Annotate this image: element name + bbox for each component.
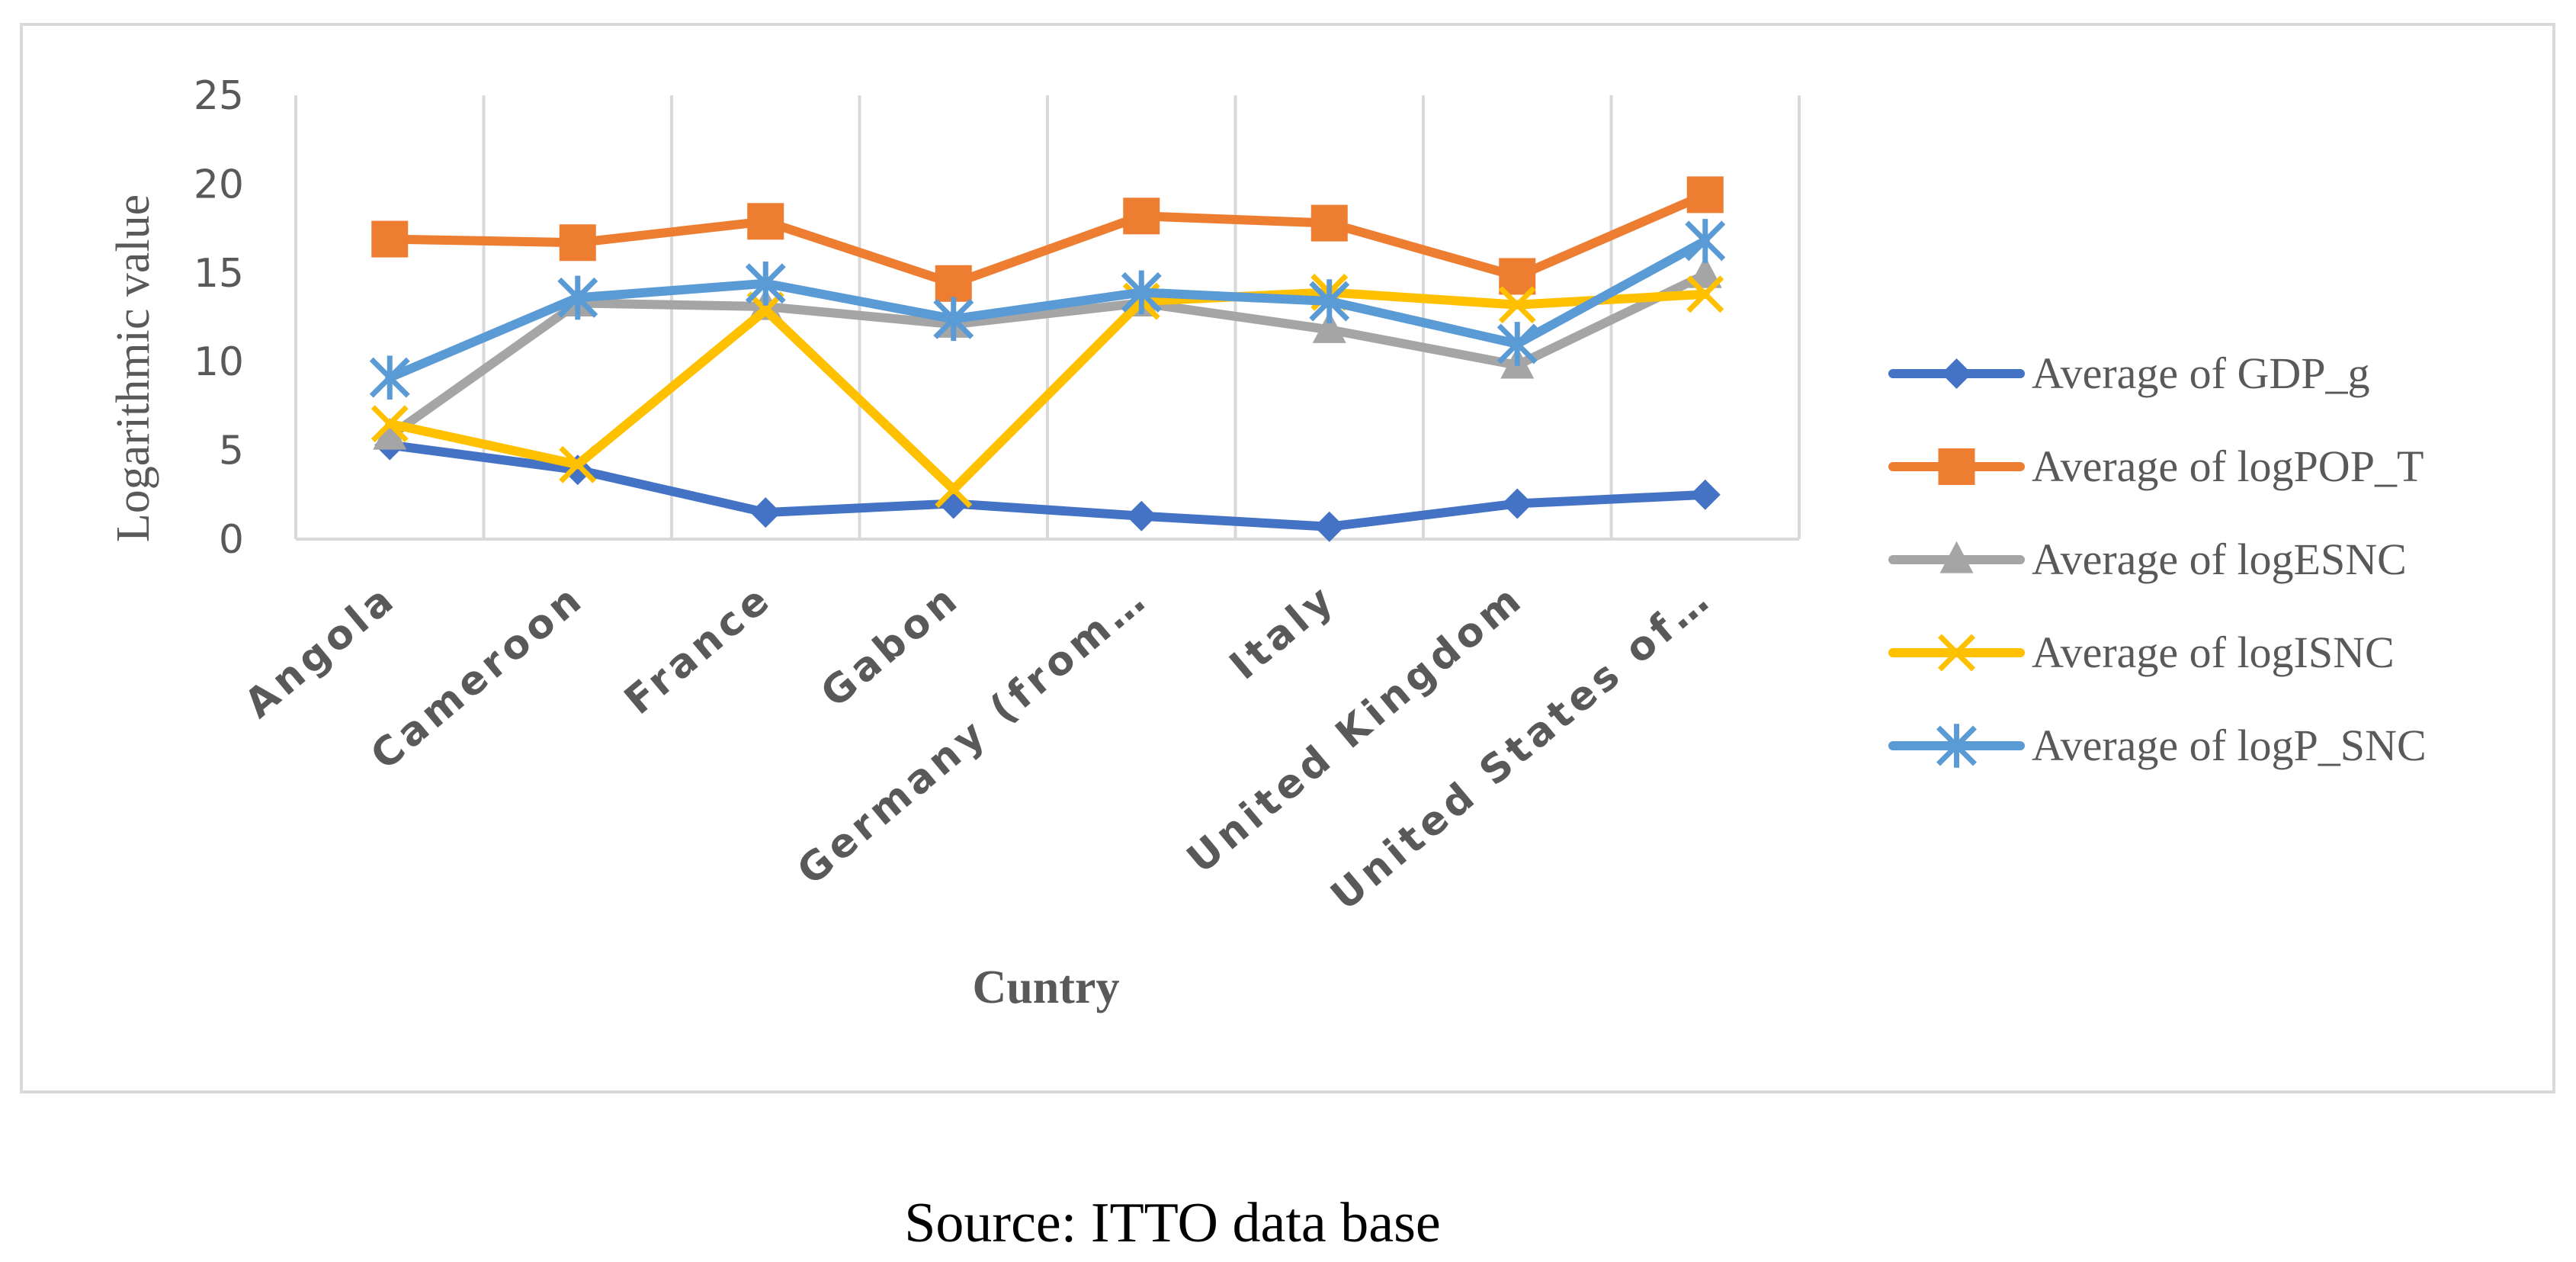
y-tick-label: 5 <box>219 429 244 474</box>
marker-square <box>371 220 409 258</box>
y-tick-label: 25 <box>194 73 244 119</box>
chart-frame <box>20 23 2555 1093</box>
source-note: Source: ITTO data base <box>904 1192 1440 1254</box>
y-tick-label: 0 <box>219 517 244 563</box>
marker-triangle <box>1312 311 1346 343</box>
marker-x <box>746 291 784 329</box>
y-axis-title: Logarithmic value <box>107 194 159 542</box>
legend-item: Average of logISNC <box>1888 628 2395 677</box>
legend-label: Average of logISNC <box>2032 628 2395 677</box>
marker-square <box>747 203 784 240</box>
legend-label: Average of logPOP_T <box>2032 442 2424 491</box>
legend-label: Average of logP_SNC <box>2032 721 2427 770</box>
series-line <box>385 440 1710 531</box>
series-line <box>385 270 1710 441</box>
marker-square <box>1938 448 1975 485</box>
legend: Average of GDP_g Average of logPOP_T Avera… <box>1888 348 2427 770</box>
marker-diamond <box>1689 479 1721 510</box>
marker-star <box>1497 322 1538 366</box>
series-group <box>369 176 1726 542</box>
marker-square <box>1310 204 1348 242</box>
marker-star <box>557 275 598 320</box>
marker-square <box>559 224 596 262</box>
marker-diamond <box>1502 488 1533 519</box>
marker-x <box>935 470 973 509</box>
marker-x <box>371 405 409 443</box>
marker-star <box>933 297 974 342</box>
marker-square <box>935 265 972 302</box>
legend-label: Average of logESNC <box>2032 535 2407 584</box>
series-average-of-gdp-g <box>374 429 1721 542</box>
series-average-of-logpop-t <box>371 176 1724 302</box>
legend-label: Average of GDP_g <box>2032 348 2369 398</box>
series-average-of-logisnc <box>371 273 1724 509</box>
marker-triangle <box>1688 255 1722 288</box>
marker-square <box>1499 258 1536 295</box>
marker-diamond <box>750 497 781 528</box>
marker-star <box>1936 724 1977 768</box>
legend-item: Average of logESNC <box>1888 535 2407 584</box>
marker-star <box>1121 270 1162 315</box>
marker-x <box>1938 634 1975 672</box>
marker-star <box>369 355 410 400</box>
x-axis-title: Cuntry <box>973 962 1120 1013</box>
series-line <box>385 236 1710 383</box>
marker-diamond <box>1126 500 1157 531</box>
marker-diamond <box>1941 358 1972 389</box>
marker-x <box>559 445 597 483</box>
legend-item: Average of GDP_g <box>1888 348 2369 398</box>
marker-star <box>1309 279 1350 323</box>
marker-triangle <box>373 417 407 450</box>
y-tick-label: 20 <box>194 162 244 207</box>
marker-x <box>1498 286 1536 324</box>
marker-triangle <box>1939 541 1974 573</box>
y-tick-label: 15 <box>194 251 244 297</box>
legend-item: Average of logPOP_T <box>1888 442 2424 491</box>
series-line <box>385 287 1710 494</box>
marker-star <box>745 261 786 306</box>
legend-item: Average of logP_SNC <box>1888 721 2427 770</box>
y-tick-label: 10 <box>194 339 244 385</box>
marker-x <box>1686 275 1724 313</box>
series-line <box>385 190 1710 288</box>
marker-diamond <box>1314 511 1345 542</box>
y-ticks: 0 5 10 15 20 25 <box>194 73 244 563</box>
series-average-of-logp-snc <box>369 219 1726 400</box>
marker-square <box>1123 197 1160 235</box>
marker-star <box>1685 219 1726 263</box>
marker-square <box>1686 176 1724 214</box>
